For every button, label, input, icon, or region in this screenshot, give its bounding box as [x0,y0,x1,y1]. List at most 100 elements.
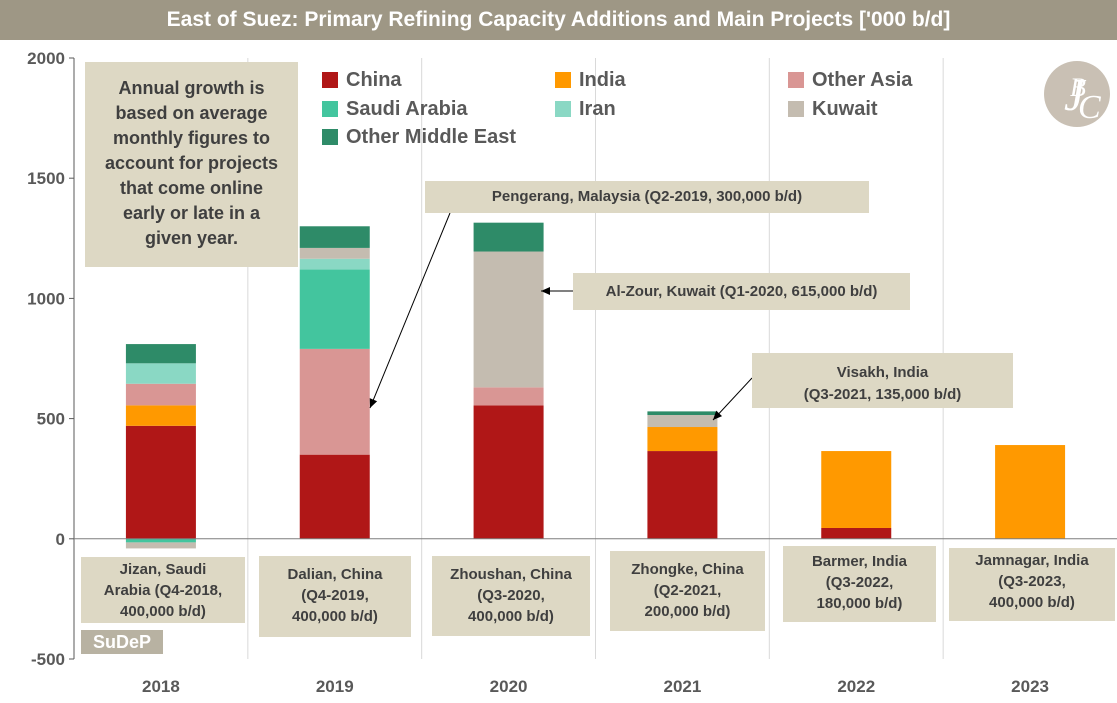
legend-label: India [579,69,626,91]
callout-visakh-line: (Q3-2021, 135,000 b/d) [803,386,962,403]
note-box: Annual growth is based on average monthl… [85,62,298,267]
project-line: Zhongke, China [631,561,744,578]
project-label-2019: Dalian, China (Q4-2019, 400,000 b/d) [259,556,411,637]
callout-alzour: Al-Zour, Kuwait (Q1-2020, 615,000 b/d) [573,273,910,310]
svg-text:J: J [1064,69,1087,120]
project-line: 400,000 b/d) [468,608,554,625]
legend-swatch [788,101,804,117]
legend-label: Iran [579,98,616,120]
bar-segment [473,222,544,252]
note-line: that come online [119,178,263,198]
callout-arrowhead [713,410,723,420]
legend-swatch [555,72,571,88]
bar-segment [125,383,196,406]
project-line: 400,000 b/d) [120,603,206,620]
legend-label: China [346,69,402,91]
x-tick-label: 2018 [142,677,180,696]
legend-label: Other Middle East [346,126,517,148]
title-bar: East of Suez: Primary Refining Capacity … [0,0,1117,40]
x-tick-label: 2023 [1011,677,1049,696]
bar-segment [299,247,370,259]
bar-segment [473,405,544,539]
bar-segment [299,348,370,455]
svg-text:B: B [1070,73,1086,102]
bar-segment [647,411,718,415]
bar-segment [299,226,370,248]
sudep-badge: SuDeP [81,630,163,654]
project-line: 400,000 b/d) [989,594,1075,611]
x-tick-label: 2022 [837,677,875,696]
bar-segment [125,363,196,384]
bar-segment [299,269,370,349]
legend-swatch [322,129,338,145]
project-line: (Q3-2023, [998,573,1066,590]
chart-title: East of Suez: Primary Refining Capacity … [166,8,951,31]
project-label-2020: Zhoushan, China (Q3-2020, 400,000 b/d) [432,556,590,636]
note-line: monthly figures to [113,128,270,148]
bar-segment [125,344,196,364]
jbc-logo-icon: J C B [1044,61,1110,127]
legend-swatch [788,72,804,88]
x-tick-label: 2019 [316,677,354,696]
note-line: based on average [115,103,268,123]
bar-segment [995,445,1066,539]
bar-segment [125,542,196,549]
project-label-2022: Barmer, India (Q3-2022, 180,000 b/d) [783,546,936,622]
y-tick-label: 2000 [27,49,65,68]
bar-segment [299,454,370,539]
legend-swatch [322,101,338,117]
legend-label: Other Asia [812,69,913,91]
callout-pengerang: Pengerang, Malaysia (Q2-2019, 300,000 b/… [425,181,869,213]
project-line: Jizan, Saudi [119,561,207,578]
legend-swatch [555,101,571,117]
project-line: 200,000 b/d) [644,603,731,620]
project-line: (Q2-2021, [653,582,722,599]
legend-swatch [322,72,338,88]
bar-segment [125,538,196,543]
y-tick-label: 1000 [27,289,65,308]
note-line: Annual growth is [118,78,265,98]
note-line: early or late in a [122,203,261,223]
y-tick-label: 0 [56,530,65,549]
project-line: 400,000 b/d) [292,608,378,625]
callout-visakh: Visakh, India (Q3-2021, 135,000 b/d) [752,353,1013,408]
x-tick-label: 2020 [490,677,528,696]
note-line: given year. [144,228,239,248]
callout-visakh-line: Visakh, India [836,364,929,381]
legend-label: Kuwait [812,98,878,120]
svg-text:C: C [1078,89,1101,126]
bar-segment [647,414,718,428]
bar-segment [473,387,544,406]
bar-segment [647,427,718,452]
project-line: 180,000 b/d) [816,595,903,612]
project-line: (Q4-2019, [301,587,369,604]
note-line: account for projects [104,153,279,173]
bar-segment [647,451,718,539]
bar-segment [125,425,196,539]
callout-arrow [712,377,753,421]
y-tick-label: 1500 [27,169,65,188]
callout-arrowhead [541,287,550,295]
callout-arrowhead [369,398,378,408]
project-label-2021: Zhongke, China (Q2-2021, 200,000 b/d) [610,551,765,631]
project-label-2018: Jizan, Saudi Arabia (Q4-2018, 400,000 b/… [81,557,245,623]
x-tick-label: 2021 [664,677,702,696]
project-label-2023: Jamnagar, India (Q3-2023, 400,000 b/d) [949,548,1115,621]
legend-label: Saudi Arabia [346,98,468,120]
project-line: Barmer, India [811,553,908,570]
callout-arrow [369,212,451,409]
y-tick-label: -500 [31,650,65,669]
bar-segment [299,258,370,270]
project-line: (Q3-2020, [477,587,545,604]
bar-segment [125,405,196,426]
bar-segment [821,451,892,528]
project-line: Dalian, China [287,566,383,583]
bar-segment [473,251,544,388]
project-line: Arabia (Q4-2018, [103,582,223,599]
project-line: Zhoushan, China [450,566,572,583]
project-line: (Q3-2022, [825,574,894,591]
project-line: Jamnagar, India [975,552,1089,569]
bar-segment [821,527,892,539]
